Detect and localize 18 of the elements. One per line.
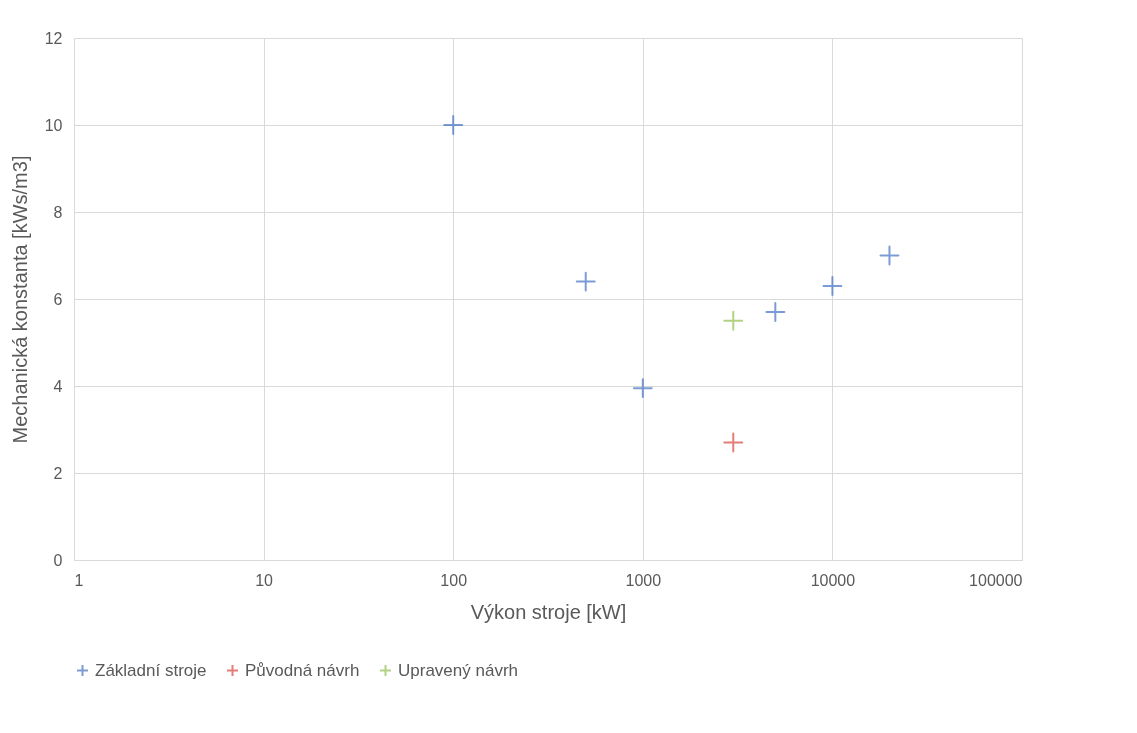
x-tick-label: 10000 bbox=[810, 571, 856, 589]
y-tick-label: 4 bbox=[53, 377, 63, 395]
y-tick-label: 0 bbox=[53, 551, 63, 569]
x-axis-title: Výkon stroje [kW] bbox=[470, 600, 627, 623]
legend-label: Základní stroje bbox=[95, 660, 207, 680]
x-tick-label: 1 bbox=[74, 571, 84, 589]
y-tick-label: 10 bbox=[44, 116, 63, 134]
x-tick-label: 1000 bbox=[625, 571, 662, 589]
y-tick-label: 12 bbox=[44, 29, 63, 47]
y-axis-title: Mechanická konstanta [kWs/m3] bbox=[8, 155, 31, 444]
legend-label: Upravený návrh bbox=[398, 660, 519, 680]
x-tick-label: 100000 bbox=[969, 571, 1023, 589]
legend-label: Původná návrh bbox=[245, 660, 360, 680]
x-tick-label: 10 bbox=[255, 571, 274, 589]
y-tick-label: 6 bbox=[53, 290, 63, 308]
y-tick-label: 2 bbox=[53, 464, 63, 482]
y-tick-label: 8 bbox=[53, 203, 63, 221]
x-tick-label: 100 bbox=[440, 571, 468, 589]
